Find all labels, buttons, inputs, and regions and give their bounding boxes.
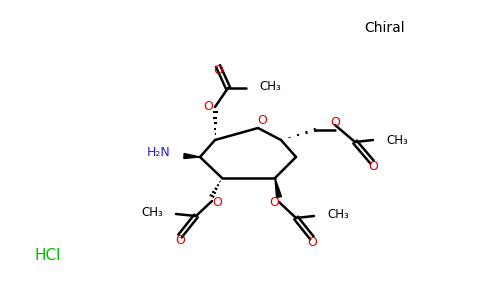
Text: O: O (212, 196, 222, 208)
Text: O: O (269, 196, 279, 209)
Text: O: O (368, 160, 378, 173)
Text: CH₃: CH₃ (141, 206, 163, 220)
Text: CH₃: CH₃ (327, 208, 349, 221)
Text: O: O (257, 115, 267, 128)
Text: CH₃: CH₃ (386, 134, 408, 146)
Text: O: O (203, 100, 213, 113)
Text: O: O (213, 64, 223, 77)
Text: O: O (330, 116, 340, 130)
Polygon shape (275, 178, 282, 197)
Text: CH₃: CH₃ (259, 80, 281, 94)
Text: Chiral: Chiral (364, 21, 405, 35)
Text: HCl: HCl (35, 248, 61, 262)
Text: O: O (175, 235, 185, 248)
Text: H₂N: H₂N (146, 146, 170, 158)
Text: O: O (307, 236, 317, 250)
Polygon shape (184, 154, 200, 158)
